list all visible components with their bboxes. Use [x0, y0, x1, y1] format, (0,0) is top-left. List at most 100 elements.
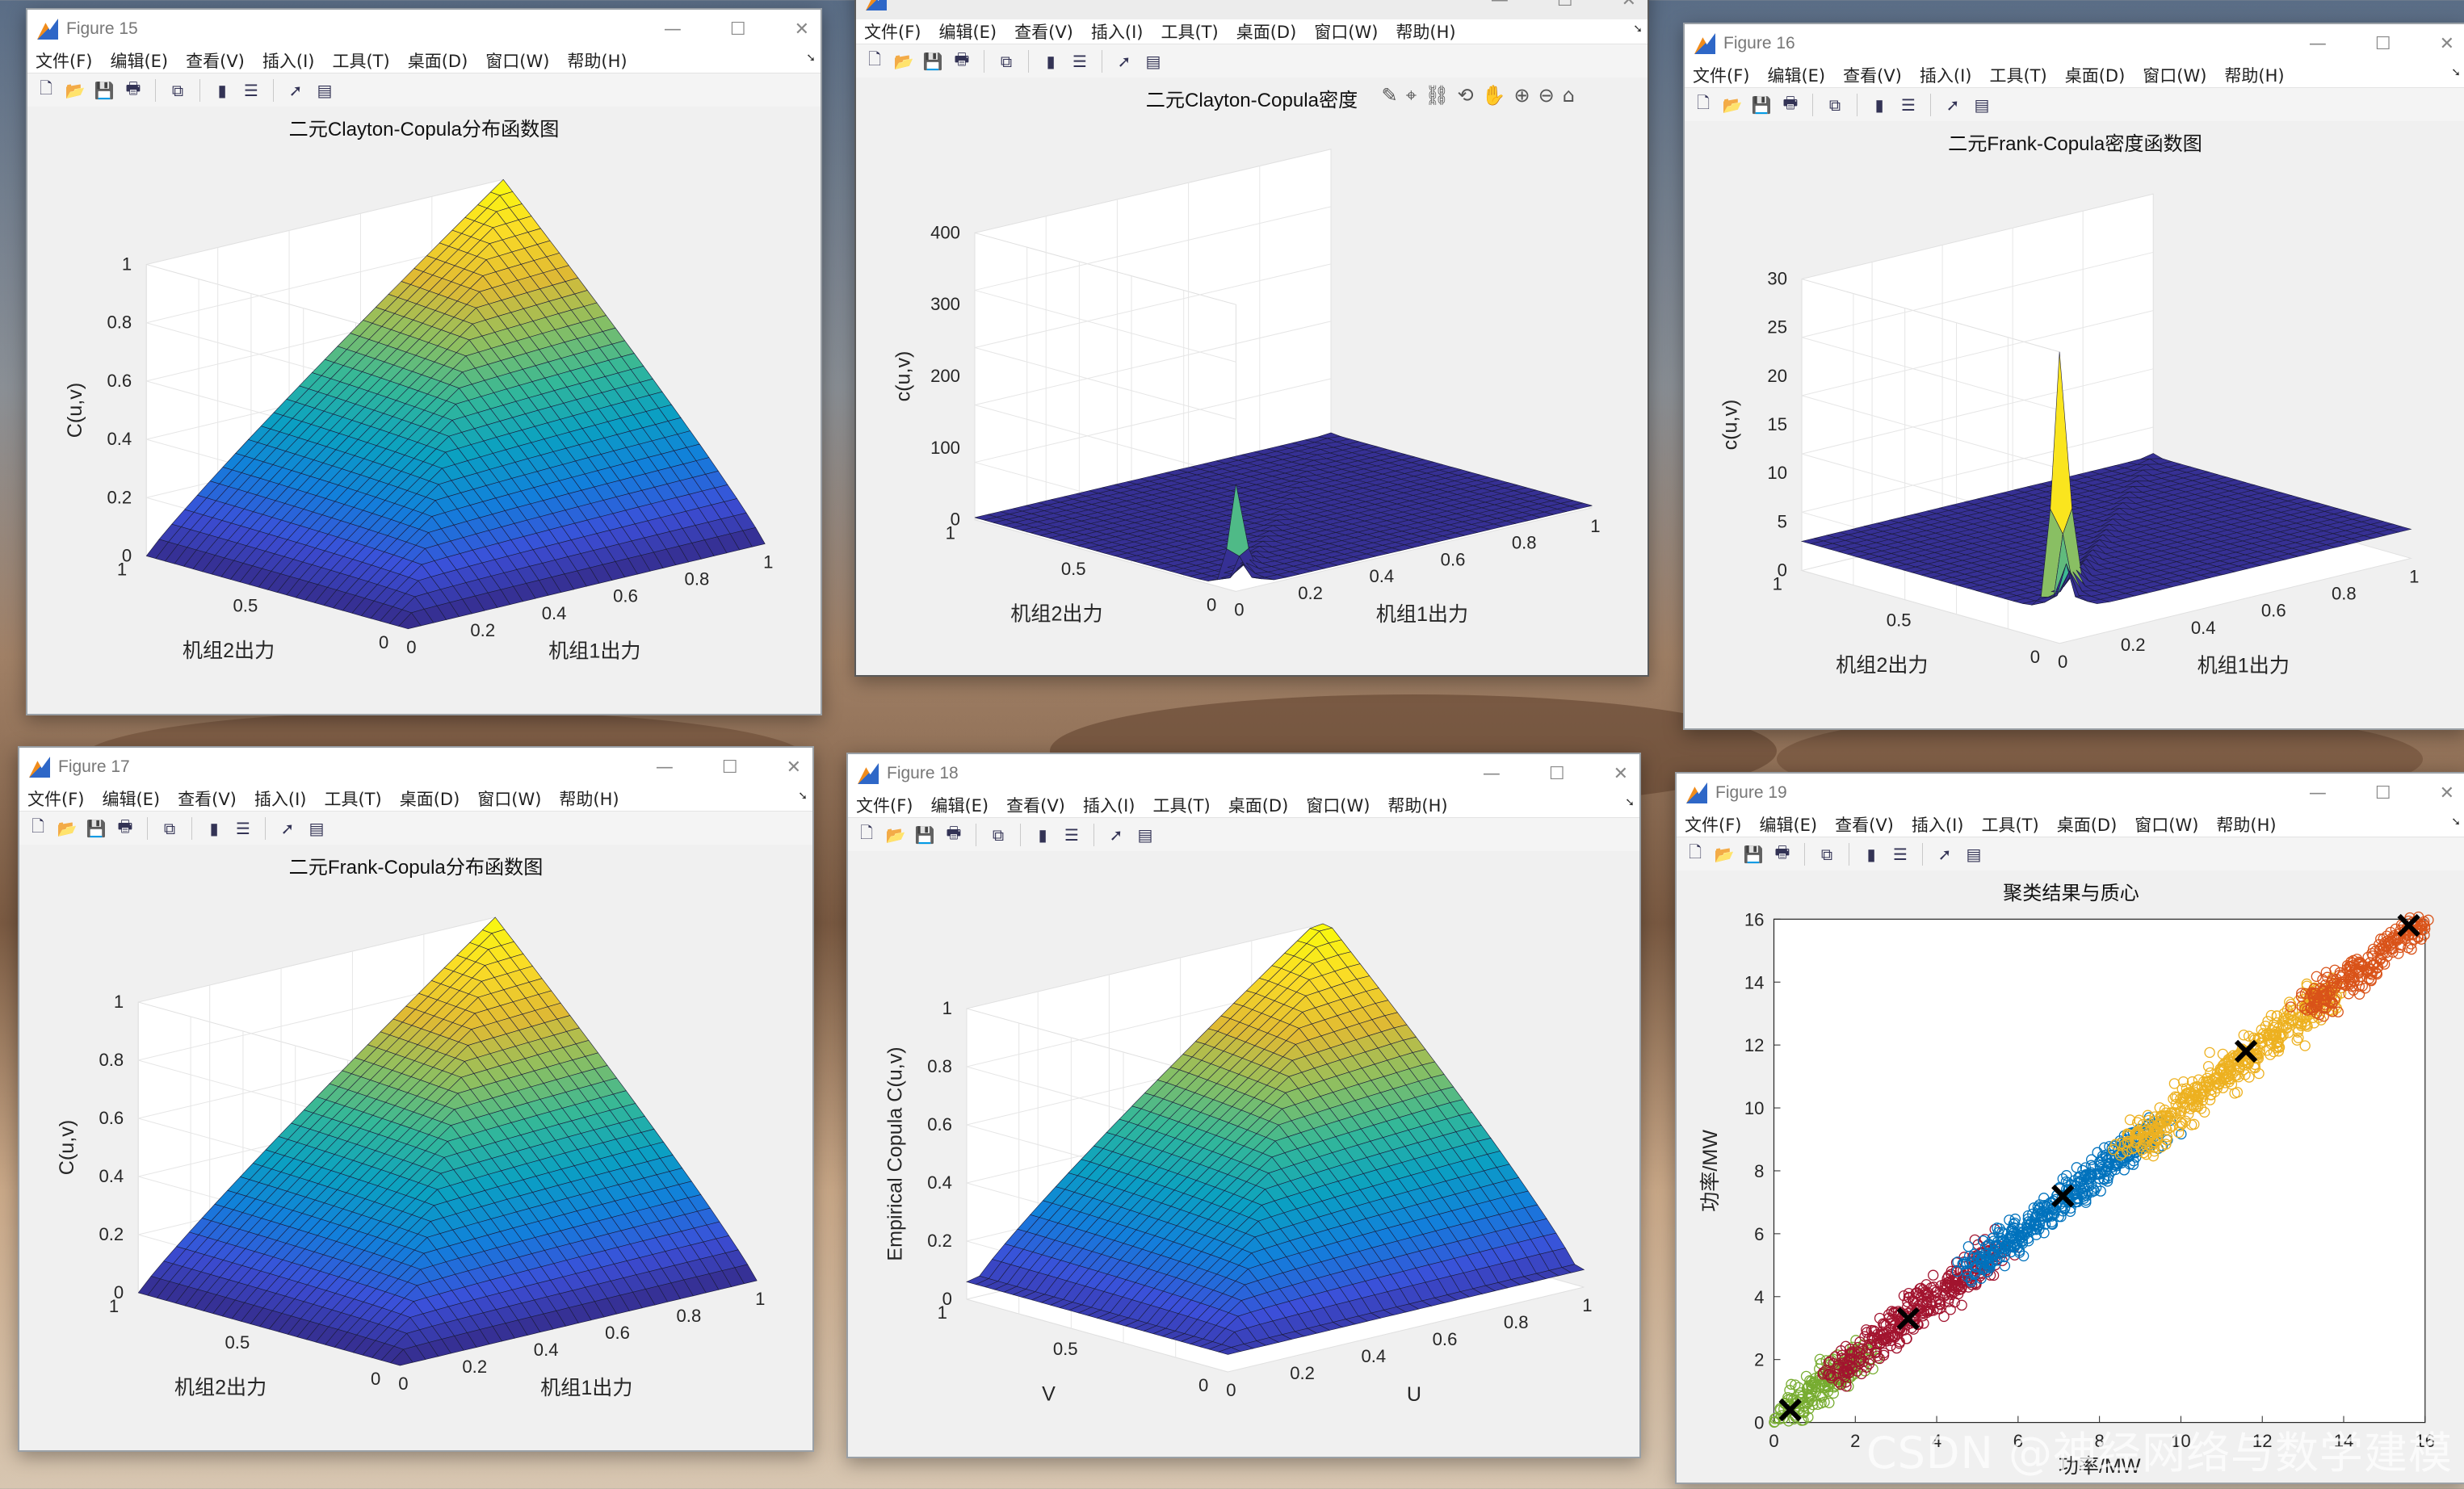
figure-window-f15[interactable]: Figure 15 — ☐ ✕ 文件(F) 编辑(E) 查看(V) 插入(I) 工具(T) 桌面(…	[26, 8, 822, 715]
menu-item[interactable]: 工具(T)	[1989, 66, 2047, 86]
zoom-out-icon[interactable]: ⊖	[1538, 84, 1555, 107]
menu-item[interactable]: 文件(F)	[27, 790, 85, 809]
legend-icon[interactable]: ☰	[1901, 95, 1916, 115]
menu-item[interactable]: 编辑(E)	[110, 52, 169, 71]
close-icon[interactable]: ✕	[1621, 0, 1636, 10]
menu-item[interactable]: 插入(I)	[1090, 23, 1144, 42]
menu-item[interactable]: 工具(T)	[1161, 23, 1219, 42]
menu-item[interactable]: 编辑(E)	[930, 796, 989, 816]
menu-item[interactable]: 桌面(D)	[2056, 816, 2118, 835]
pointer-icon[interactable]: ➚	[1109, 825, 1123, 845]
menu-item[interactable]: 查看(V)	[1006, 796, 1065, 816]
home-icon[interactable]: ⌂	[1562, 84, 1575, 107]
colorbar-icon[interactable]: ▮	[1038, 825, 1047, 845]
menu-item[interactable]: 工具(T)	[324, 790, 382, 809]
colorbar-icon[interactable]: ▮	[1874, 95, 1884, 115]
menu-item[interactable]: 工具(T)	[1152, 796, 1211, 816]
maximize-icon[interactable]: ☐	[2374, 782, 2391, 803]
maximize-icon[interactable]: ☐	[729, 19, 746, 40]
new-figure-icon[interactable]: 🗋	[1696, 93, 1711, 112]
print-icon[interactable]: 🖶	[117, 816, 133, 836]
minimize-icon[interactable]: —	[655, 757, 674, 778]
legend-icon[interactable]: ☰	[1064, 825, 1079, 845]
new-figure-icon[interactable]: 🗋	[1688, 842, 1702, 862]
minimize-icon[interactable]: —	[1482, 763, 1501, 784]
new-figure-icon[interactable]: 🗋	[39, 78, 53, 98]
plot-area[interactable]: 二元Clayton-Copula分布函数图 0 0.2 0.4 0.6 0.8 1 0 0.2 0…	[27, 107, 821, 714]
property-inspector-icon[interactable]: ▤	[1966, 845, 1982, 864]
property-inspector-icon[interactable]: ▤	[309, 819, 325, 838]
menu-item[interactable]: 插入(I)	[1919, 66, 1972, 86]
print-icon[interactable]: 🖶	[1782, 93, 1799, 112]
new-figure-icon[interactable]: 🗋	[867, 49, 882, 69]
menu-item[interactable]: 插入(I)	[1911, 816, 1964, 835]
menu-item[interactable]: 工具(T)	[1981, 816, 2039, 835]
legend-icon[interactable]: ☰	[236, 819, 250, 838]
menu-item[interactable]: 帮助(H)	[559, 790, 619, 809]
menu-item[interactable]: 文件(F)	[1693, 66, 1750, 86]
rotate-3d-icon[interactable]: ⟲	[1457, 84, 1474, 107]
title-bar[interactable]: Figure 16 — ☐ ✕	[1685, 24, 2464, 63]
plot-area[interactable]: 二元Frank-Copula分布函数图 0 0.2 0.4 0.6 0.8 1 0 0.2 0.4…	[19, 845, 812, 1450]
plot-area[interactable]: 二元Clayton-Copula密度 0 100 200 300 400 0 0.2 0.4 0.…	[856, 78, 1648, 675]
plot-area[interactable]: 0 0.2 0.4 0.6 0.8 1 0 0.2 0.4 0.6 0.8 1 0 0.5 1 Empiric…	[848, 851, 1639, 1457]
pointer-icon[interactable]: ➚	[1937, 845, 1952, 864]
menu-item[interactable]: 帮助(H)	[1396, 23, 1456, 42]
close-icon[interactable]: ✕	[794, 19, 809, 40]
menu-item[interactable]: 查看(V)	[1835, 816, 1894, 835]
save-icon[interactable]: 💾	[86, 819, 107, 838]
menu-item[interactable]: 插入(I)	[262, 52, 315, 71]
title-bar[interactable]: Figure 19 — ☐ ✕	[1677, 774, 2464, 812]
menu-item[interactable]: 窗口(W)	[1306, 796, 1371, 816]
menu-item[interactable]: 查看(V)	[186, 52, 245, 71]
menu-item[interactable]: 帮助(H)	[567, 52, 628, 71]
colorbar-icon[interactable]: ▮	[1866, 845, 1876, 864]
colorbar-icon[interactable]: ▮	[1046, 52, 1056, 71]
pointer-icon[interactable]: ➚	[280, 819, 295, 838]
legend-icon[interactable]: ☰	[1893, 845, 1908, 864]
open-file-icon[interactable]: 📂	[1722, 95, 1743, 115]
menu-item[interactable]: 帮助(H)	[2216, 816, 2277, 835]
property-inspector-icon[interactable]: ▤	[1137, 825, 1153, 845]
menu-item[interactable]: 查看(V)	[178, 790, 237, 809]
menu-item[interactable]: 查看(V)	[1843, 66, 1902, 86]
open-file-icon[interactable]: 📂	[65, 81, 86, 100]
title-bar[interactable]: Figure 18 — ☐ ✕	[848, 754, 1639, 793]
title-bar[interactable]: Figure 15 — ☐ ✕	[27, 10, 821, 48]
menu-item[interactable]: 窗口(W)	[2134, 816, 2199, 835]
minimize-icon[interactable]: —	[1490, 0, 1509, 10]
title-bar[interactable]: Figure 17 — ☐ ✕	[19, 748, 812, 786]
minimize-icon[interactable]: —	[2308, 782, 2327, 803]
property-inspector-icon[interactable]: ▤	[1974, 95, 1990, 115]
property-inspector-icon[interactable]: ▤	[317, 81, 333, 100]
close-icon[interactable]: ✕	[1613, 763, 1628, 784]
link-icon[interactable]: ⧉	[171, 81, 184, 100]
maximize-icon[interactable]: ☐	[1556, 0, 1573, 10]
pointer-icon[interactable]: ➚	[1946, 95, 1960, 115]
title-bar[interactable]: — ☐ ✕	[856, 0, 1648, 19]
property-inspector-icon[interactable]: ▤	[1145, 52, 1161, 71]
menu-item[interactable]: 查看(V)	[1014, 23, 1073, 42]
zoom-in-icon[interactable]: ⊕	[1513, 84, 1530, 107]
menu-overflow-icon[interactable]: ➘	[1625, 796, 1635, 809]
menu-item[interactable]: 桌面(D)	[1236, 23, 1297, 42]
link-icon[interactable]: ⧉	[992, 825, 1005, 845]
pan-icon[interactable]: ✋	[1481, 84, 1506, 107]
figure-window-f16[interactable]: Figure 16 — ☐ ✕ 文件(F) 编辑(E) 查看(V) 插入(I) 工具(T) 桌面(…	[1683, 23, 2464, 730]
menu-overflow-icon[interactable]: ➘	[798, 790, 808, 803]
menu-item[interactable]: 窗口(W)	[485, 52, 550, 71]
figure-window-f17[interactable]: Figure 17 — ☐ ✕ 文件(F) 编辑(E) 查看(V) 插入(I) 工具(T) 桌面(…	[18, 746, 814, 1452]
data-tip-icon[interactable]: ⌖	[1405, 84, 1417, 107]
save-icon[interactable]: 💾	[94, 81, 115, 100]
open-file-icon[interactable]: 📂	[57, 819, 78, 838]
link-icon[interactable]: ⧉	[1820, 845, 1833, 864]
colorbar-icon[interactable]: ▮	[217, 81, 227, 100]
menu-item[interactable]: 窗口(W)	[1314, 23, 1379, 42]
figure-window-fclay[interactable]: — ☐ ✕ 文件(F) 编辑(E) 查看(V) 插入(I) 工具(T) 桌面(D) 窗口(W) 帮助…	[854, 0, 1649, 677]
menu-item[interactable]: 编辑(E)	[938, 23, 997, 42]
menu-overflow-icon[interactable]: ➘	[806, 52, 816, 65]
pointer-icon[interactable]: ➚	[288, 81, 303, 100]
minimize-icon[interactable]: —	[663, 19, 682, 40]
print-icon[interactable]: 🖶	[1774, 842, 1790, 862]
menu-item[interactable]: 文件(F)	[856, 796, 913, 816]
